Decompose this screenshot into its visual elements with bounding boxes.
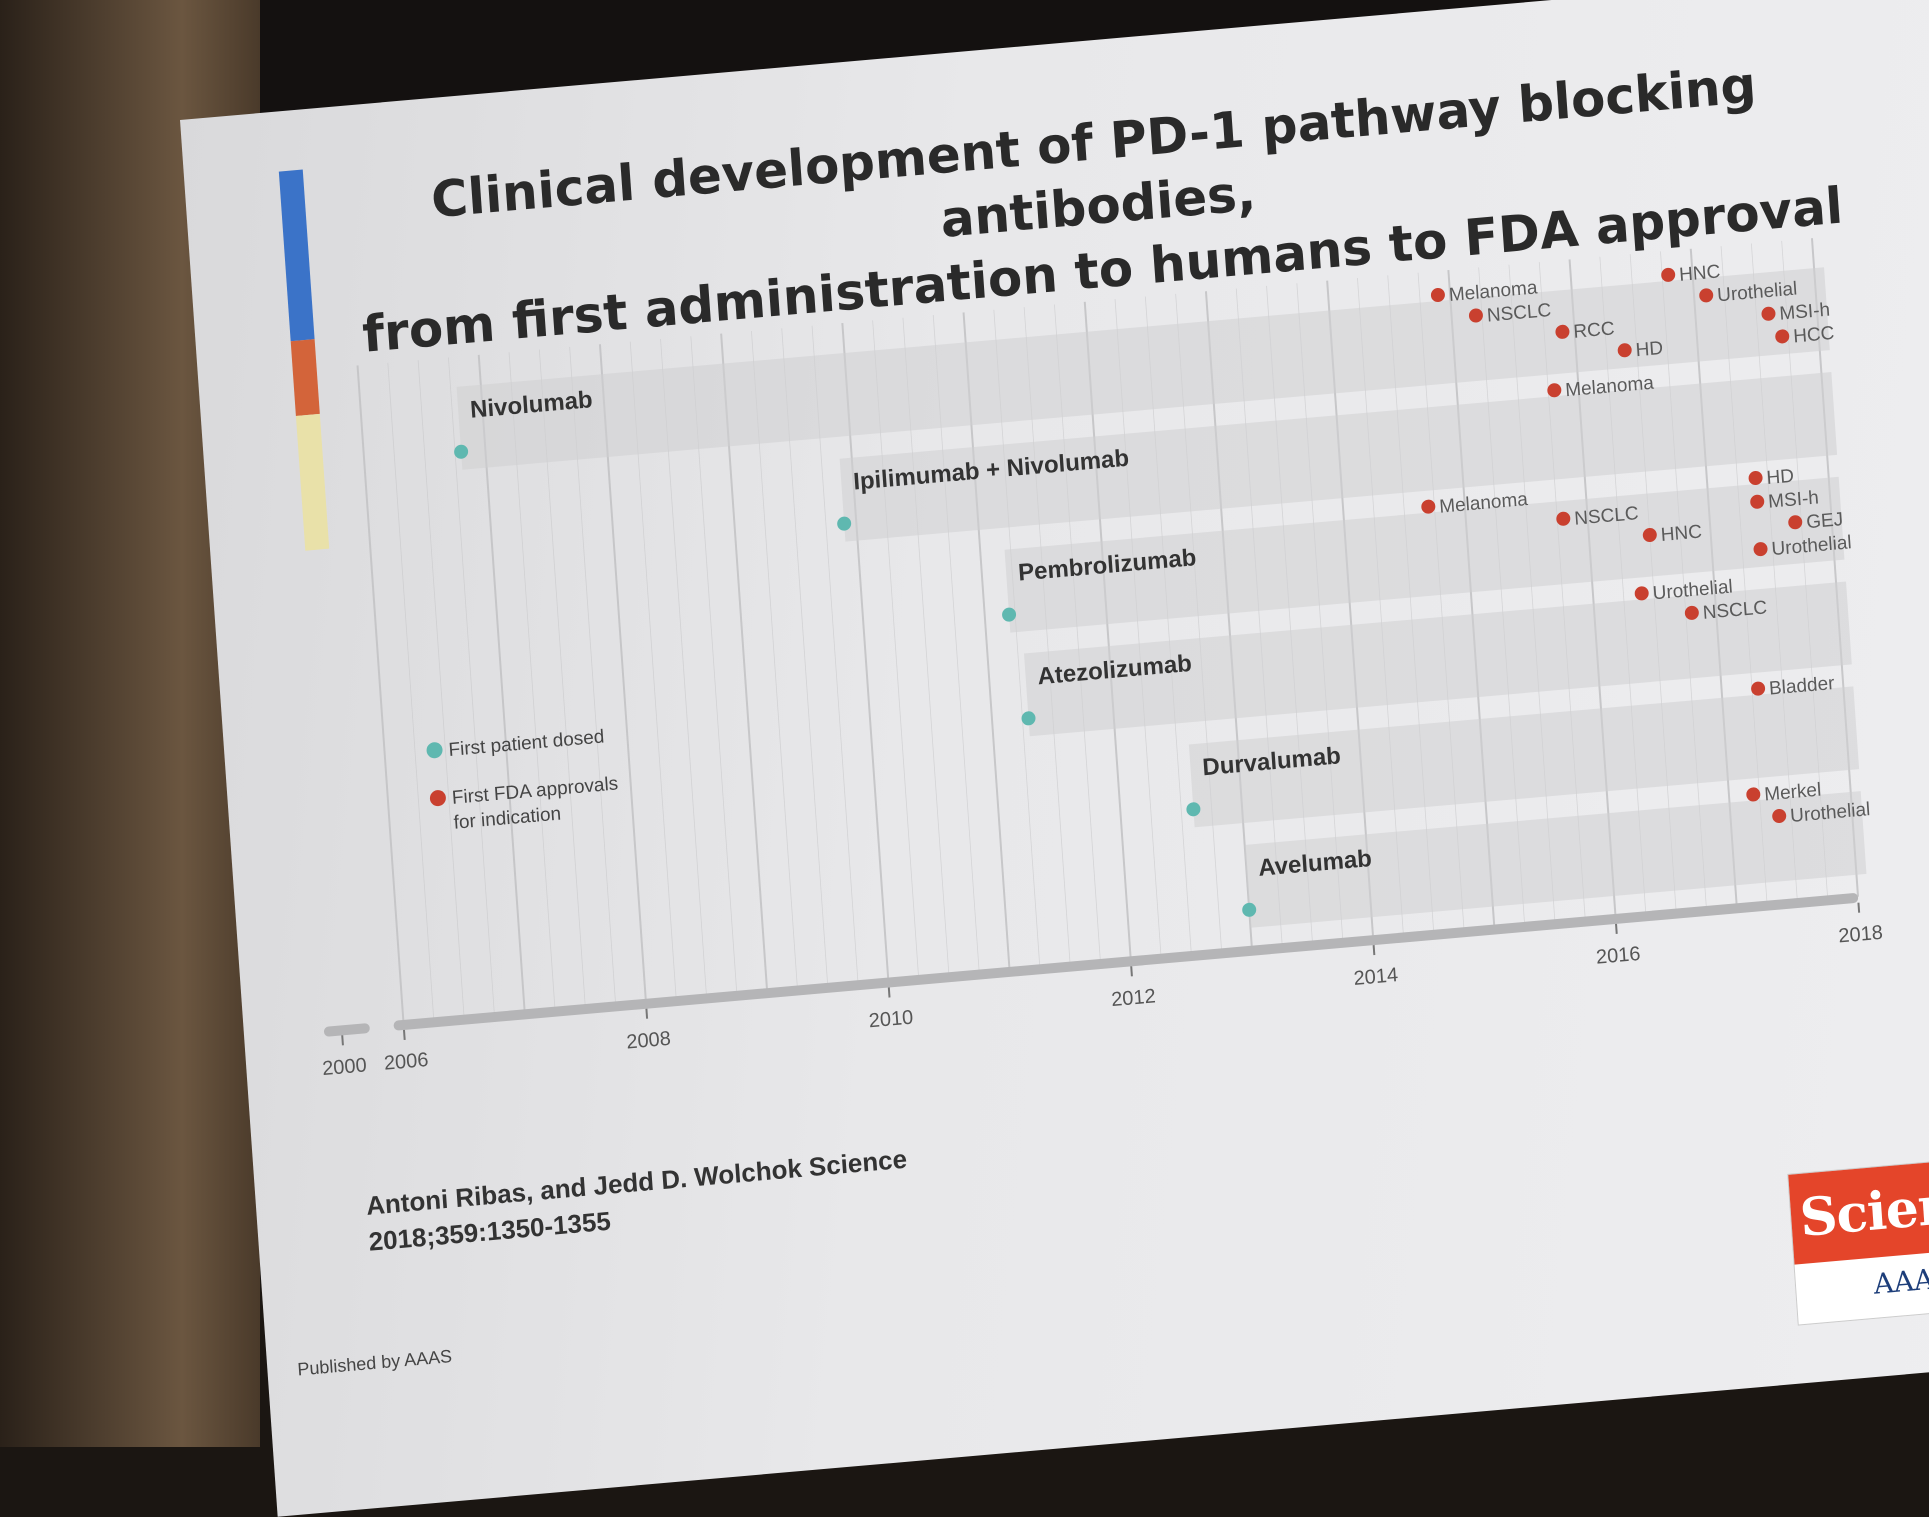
grid-line (417, 360, 465, 1019)
x-tick (341, 1035, 344, 1046)
fda-approval-point (1684, 605, 1699, 620)
drug-band (1244, 791, 1867, 928)
fda-approval-point (1753, 542, 1768, 557)
approval-label: MSI-h (1779, 299, 1831, 324)
x-tick-label: 2000 (322, 1054, 368, 1080)
fda-approval-point (1642, 527, 1657, 542)
axis-bar (393, 893, 1859, 1031)
science-logo: Science AAAS (1787, 1153, 1929, 1326)
approval-label: HNC (1679, 261, 1721, 286)
fda-approval-point (1746, 787, 1761, 802)
x-tick-label: 2016 (1595, 943, 1641, 969)
fda-approval-point (1468, 308, 1483, 323)
citation: Antoni Ribas, and Jedd D. Wolchok Scienc… (365, 1141, 911, 1260)
first-dose-point (454, 444, 469, 459)
legend-label-fda: First FDA approvals (451, 773, 619, 808)
approval-label: HCC (1793, 323, 1835, 348)
fda-approval-point (1750, 494, 1765, 509)
approval-label: Merkel (1764, 780, 1822, 806)
x-tick-label: 2006 (383, 1049, 429, 1075)
fda-approval-point (1556, 511, 1571, 526)
fda-approval-point (1699, 288, 1714, 303)
x-tick (1857, 902, 1861, 913)
x-tick (1130, 966, 1133, 977)
first-dose-point (1021, 711, 1036, 726)
fda-approval-point (1661, 267, 1676, 282)
drug-band (1188, 686, 1860, 828)
approval-label: HNC (1660, 521, 1702, 546)
grid-line (448, 357, 495, 1017)
grid-line (387, 362, 435, 1022)
legend-label-first-dose: First patient dosed (448, 726, 605, 761)
x-tick (1372, 945, 1376, 956)
first-dose-point (837, 516, 852, 531)
legend-label-fda-line-2: for indication (453, 803, 562, 833)
first-dose-point (1186, 802, 1201, 817)
fda-approval-point (1421, 499, 1436, 514)
x-tick-label: 2014 (1353, 964, 1399, 990)
x-axis: 2000 2006 2008 2010 2012 2014 2016 2018 (322, 893, 1884, 1080)
x-tick-label: 2018 (1838, 922, 1884, 948)
x-tick-label: 2010 (868, 1007, 914, 1033)
fda-approval-point (1761, 306, 1776, 321)
fda-approval-point (1775, 329, 1790, 344)
legend-swatch-fda (429, 790, 446, 807)
fda-approval-point (1751, 681, 1766, 696)
fda-approval-point (1748, 471, 1763, 486)
x-tick (402, 1029, 406, 1041)
x-tick (1615, 923, 1618, 934)
projected-slide: Clinical development of PD-1 pathway blo… (180, 0, 1929, 1517)
drug-bands (456, 267, 1867, 928)
fda-approval-point (1547, 383, 1562, 398)
fda-approval-point (1555, 324, 1570, 339)
x-tick (645, 1008, 649, 1019)
fda-approval-point (1634, 586, 1649, 601)
x-tick-label: 2012 (1111, 985, 1157, 1011)
axis-break-segment (323, 1023, 370, 1037)
x-tick-label: 2008 (626, 1028, 672, 1054)
drug-band (839, 372, 1838, 542)
approval-label: HD (1766, 466, 1795, 489)
drug-band (1004, 476, 1845, 633)
fda-approval-point (1772, 809, 1787, 824)
approval-label: MSI-h (1768, 487, 1820, 512)
approval-label: GEJ (1806, 509, 1844, 533)
published-by-label: Published by AAAS (296, 1346, 453, 1380)
legend-swatch-first-dose (426, 742, 443, 759)
first-dose-point (1242, 902, 1257, 917)
approval-label: RCC (1573, 318, 1615, 343)
accent-blue-stripe (278, 169, 315, 342)
fda-approval-point (1788, 515, 1803, 530)
science-logo-word: Science (1788, 1154, 1929, 1265)
x-tick (887, 987, 891, 998)
drug-band (456, 267, 1830, 470)
chart-legend: First patient dosed First FDA approvalsfo… (426, 726, 619, 834)
grid-line (356, 365, 405, 1025)
approval-label: HD (1635, 338, 1664, 361)
fda-approval-point (1617, 343, 1632, 358)
first-dose-point (1002, 607, 1017, 622)
drug-band (1023, 581, 1852, 737)
fda-approval-point (1430, 288, 1445, 303)
